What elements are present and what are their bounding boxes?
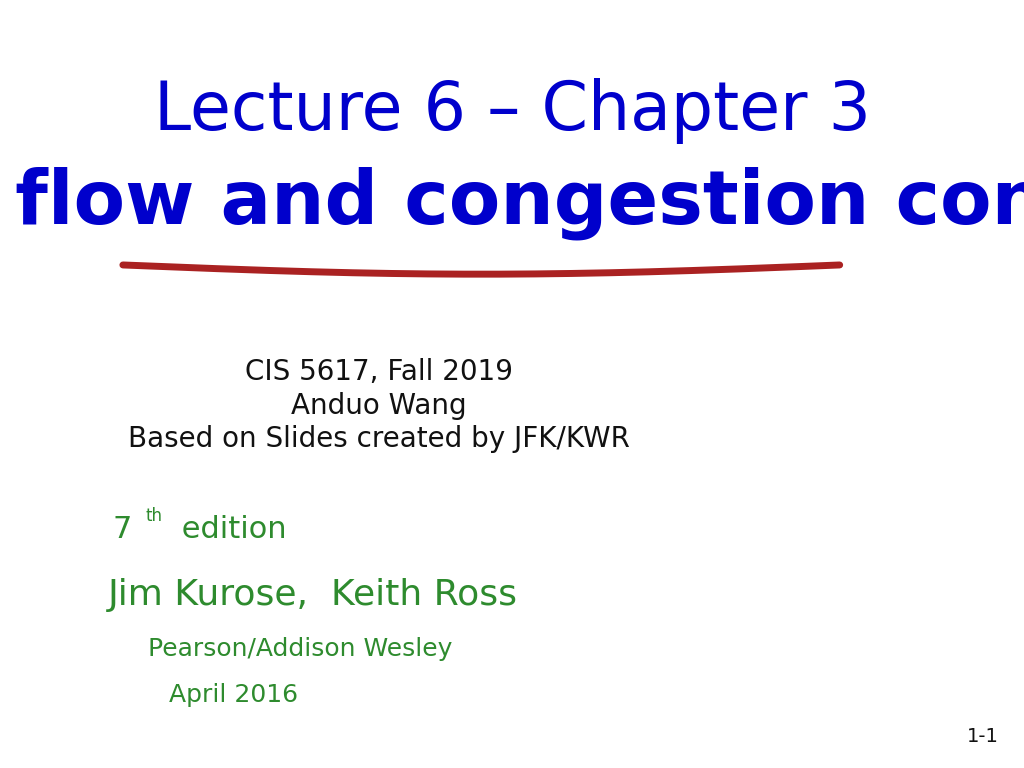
Text: Jim Kurose,  Keith Ross: Jim Kurose, Keith Ross — [108, 578, 517, 612]
Text: th: th — [145, 507, 163, 525]
Text: CIS 5617, Fall 2019: CIS 5617, Fall 2019 — [245, 359, 513, 386]
Text: 7: 7 — [113, 515, 132, 544]
Text: April 2016: April 2016 — [169, 683, 298, 707]
Text: Anduo Wang: Anduo Wang — [291, 392, 467, 419]
Text: Pearson/Addison Wesley: Pearson/Addison Wesley — [148, 637, 453, 661]
Text: 1-1: 1-1 — [967, 727, 998, 746]
Text: Lecture 6 – Chapter 3: Lecture 6 – Chapter 3 — [154, 78, 870, 144]
Text: TCP flow and congestion control: TCP flow and congestion control — [0, 167, 1024, 240]
Text: edition: edition — [172, 515, 287, 544]
Text: Based on Slides created by JFK/KWR: Based on Slides created by JFK/KWR — [128, 425, 630, 452]
